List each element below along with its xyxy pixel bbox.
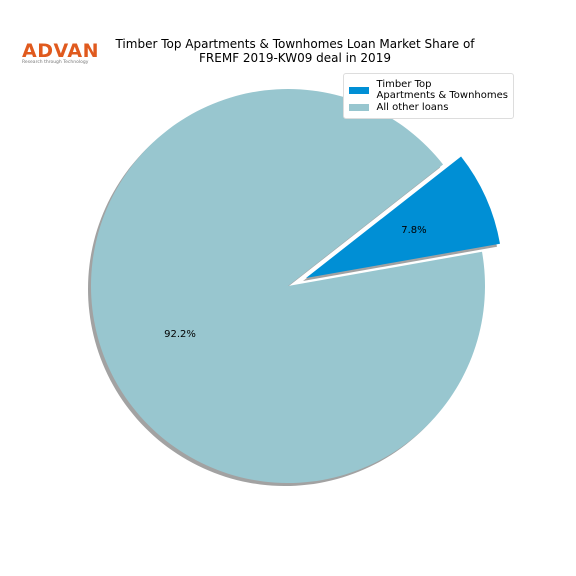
- legend: Timber Top Apartments & Townhomes All oth…: [342, 73, 514, 119]
- value-label: 7.8%: [401, 225, 426, 236]
- legend-swatch: [348, 86, 369, 94]
- legend-item: Timber Top Apartments & Townhomes: [348, 79, 508, 101]
- wedge: [305, 156, 500, 278]
- legend-label: All other loans: [376, 102, 449, 113]
- logo-name: ADVAN: [22, 40, 99, 62]
- logo-tagline: Research through Technology: [22, 60, 89, 65]
- legend-item: All other loans: [348, 102, 508, 113]
- chart-title: Timber Top Apartments & Townhomes Loan M…: [115, 37, 475, 65]
- value-label: 92.2%: [164, 329, 196, 340]
- logo: ADVAN Research through Technology: [22, 42, 99, 66]
- legend-swatch: [348, 104, 369, 111]
- legend-label: Timber Top Apartments & Townhomes: [376, 79, 508, 101]
- wedge: [91, 89, 486, 484]
